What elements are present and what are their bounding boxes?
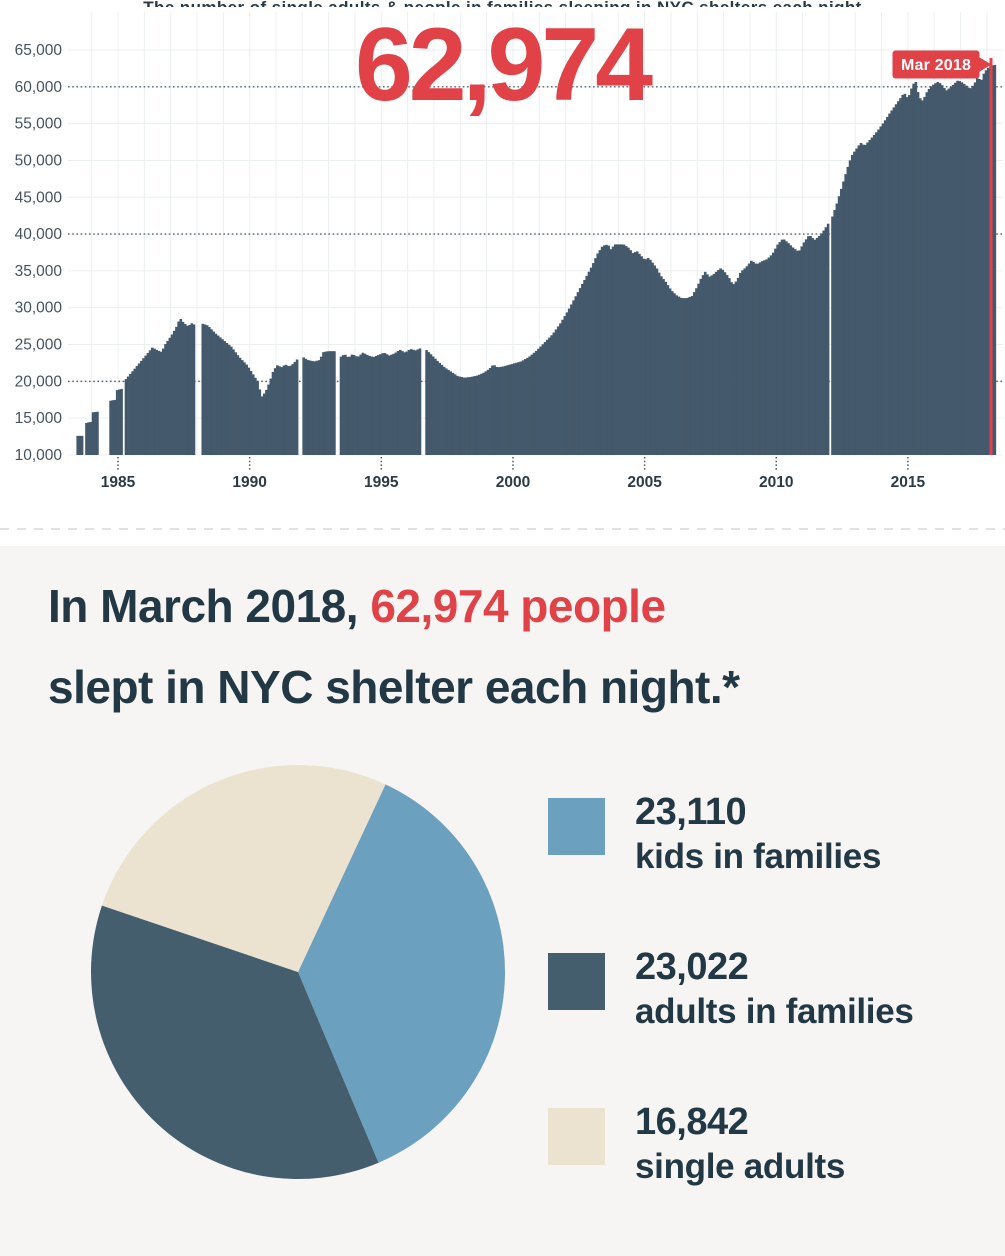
y-axis-label: 20,000	[15, 373, 63, 390]
y-axis-label: 45,000	[15, 189, 63, 206]
kids-color-swatch	[548, 798, 605, 855]
headline-part1: In March 2018,	[48, 580, 371, 632]
singles-value: 16,842	[635, 1101, 749, 1143]
headline-line2: slept in NYC shelter each night.*	[48, 661, 740, 713]
x-axis-label: 2015	[891, 474, 926, 491]
x-axis-label: 1995	[364, 474, 399, 491]
legend-row-adults: 23,022 adults in families	[548, 946, 978, 1071]
mar-2018-badge: Mar 2018	[892, 50, 992, 79]
y-axis-label: 25,000	[15, 337, 63, 354]
adults-color-swatch	[548, 953, 605, 1010]
pie-slice-adults-in-families	[90, 905, 379, 1179]
singles-color-swatch	[548, 1108, 605, 1165]
adults-value: 23,022	[635, 946, 749, 988]
population-breakdown-pie-chart	[90, 764, 506, 1179]
x-axis-label: 1990	[232, 474, 266, 491]
clipped-title: The number of single adults & people in …	[0, 0, 1005, 7]
pie-slice-kids-in-families	[298, 784, 506, 1163]
headline: In March 2018, 62,974 people slept in NYC…	[48, 566, 740, 728]
y-axis-label: 55,000	[15, 116, 63, 133]
y-axis-label: 40,000	[15, 226, 63, 243]
y-axis-label: 60,000	[15, 79, 63, 96]
bars	[76, 64, 997, 456]
x-axis-label: 2010	[759, 474, 793, 491]
legend-row-singles: 16,842 single adults	[548, 1101, 978, 1226]
y-axis-label: 15,000	[15, 410, 63, 427]
march-2018-breakdown-section: In March 2018, 62,974 people slept in NYC…	[0, 546, 1005, 1256]
x-axis-label: 2005	[627, 474, 662, 491]
adults-label: adults in families	[635, 992, 914, 1031]
headline-highlight: 62,974 people	[370, 580, 666, 632]
y-axis-label: 10,000	[15, 447, 63, 464]
x-axis-label: 1985	[101, 474, 136, 491]
clipped-title-text: The number of single adults & people in …	[143, 0, 861, 7]
x-axis-label: 2000	[496, 474, 530, 491]
y-axis-label: 35,000	[15, 263, 63, 280]
legend-row-kids: 23,110 kids in families	[548, 791, 978, 916]
kids-value: 23,110	[635, 791, 747, 833]
big-value-label: 62,974	[355, 7, 653, 123]
shelter-census-bar-chart: 62,974 1985 1990 1995 2000 2005 2010 2015 10,000…	[15, 7, 1003, 491]
dashed-divider	[0, 528, 1005, 530]
y-axis-label: 30,000	[15, 300, 63, 317]
y-axis-label: 65,000	[15, 42, 63, 59]
kids-label: kids in families	[635, 837, 882, 876]
singles-label: single adults	[635, 1147, 846, 1186]
y-axis-label: 50,000	[15, 152, 63, 169]
pie-slice-single-adults	[101, 764, 386, 972]
svg-text:Mar 2018: Mar 2018	[901, 57, 971, 74]
